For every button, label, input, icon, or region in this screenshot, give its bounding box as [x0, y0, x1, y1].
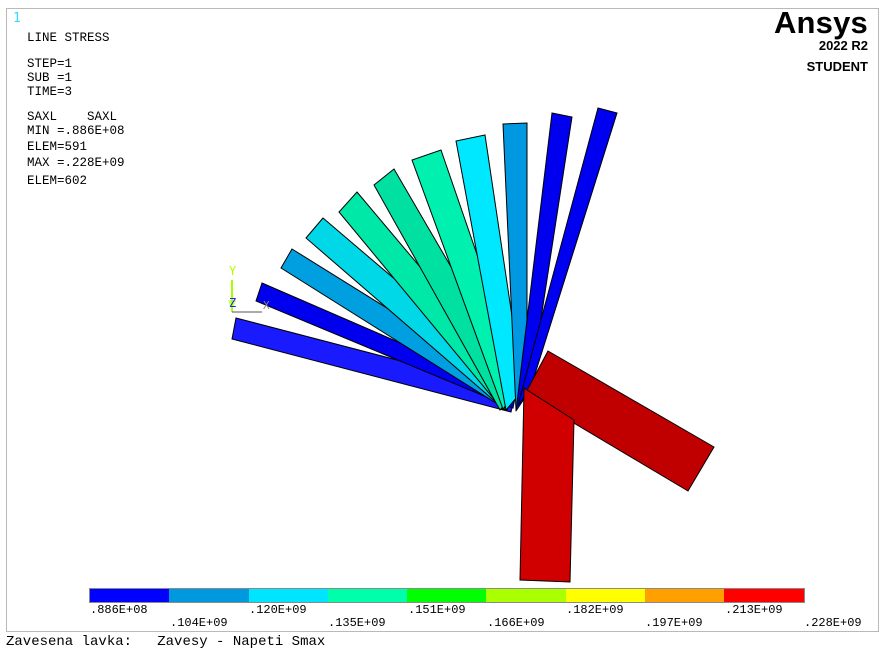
viewport-frame: [6, 8, 879, 632]
logo-brand: Ansys: [773, 5, 868, 40]
info-line-max: MAX =.228E+09: [27, 156, 125, 170]
legend-swatch: [169, 589, 249, 602]
legend-label: .197E+09: [645, 616, 703, 630]
legend-swatch: [327, 589, 408, 602]
info-line-max-elem: ELEM=602: [27, 174, 88, 188]
legend-label: .182E+09: [566, 603, 624, 617]
legend-swatch: [90, 589, 170, 602]
plot-footer: Zavesena lavka: Zavesy - Napeti Smax: [6, 634, 325, 650]
beam-elements: [231, 107, 715, 583]
info-line-step: STEP=1: [27, 57, 73, 71]
legend-label: .120E+09: [249, 603, 307, 617]
legend-label: .104E+09: [170, 616, 228, 630]
info-line-time: TIME=3: [27, 85, 73, 99]
beam-element: [519, 387, 575, 583]
info-line-min: MIN =.886E+08: [27, 124, 125, 138]
logo-edition: STUDENT: [806, 59, 868, 74]
window-number: 1: [13, 11, 21, 26]
logo-version: 2022 R2: [818, 38, 868, 53]
beam-element: [515, 112, 573, 412]
footer-label: Zavesena lavka:: [6, 634, 133, 650]
triad-x-label: X: [263, 299, 270, 312]
coordinate-triad-icon: Y Z X: [228, 264, 270, 313]
legend-label: .886E+08: [90, 603, 148, 617]
triad-y-label: Y: [229, 264, 237, 278]
contour-legend-bar: [89, 588, 805, 603]
footer-text: Zavesy - Napeti Smax: [157, 634, 326, 650]
beam-element: [455, 134, 524, 412]
legend-swatch: [724, 589, 804, 602]
legend-swatch: [486, 589, 566, 602]
legend-label: .228E+09: [804, 616, 862, 630]
ansys-logo: Ansys 2022 R2 STUDENT: [773, 5, 868, 75]
legend-label: .213E+09: [725, 603, 783, 617]
legend-swatch: [248, 589, 328, 602]
beam-element: [517, 107, 618, 406]
plot-title: LINE STRESS: [27, 31, 110, 45]
info-line-quantity: SAXL SAXL: [27, 110, 118, 124]
info-line-min-elem: ELEM=591: [27, 140, 88, 154]
legend-label: .151E+09: [408, 603, 466, 617]
beam-element: [524, 350, 715, 492]
info-line-sub: SUB =1: [27, 71, 73, 85]
legend-swatch: [407, 589, 487, 602]
triad-z-label: Z: [229, 296, 236, 310]
legend-label: .166E+09: [487, 616, 545, 630]
legend-swatch: [645, 589, 725, 602]
legend-swatch: [565, 589, 646, 602]
legend-label: .135E+09: [328, 616, 386, 630]
